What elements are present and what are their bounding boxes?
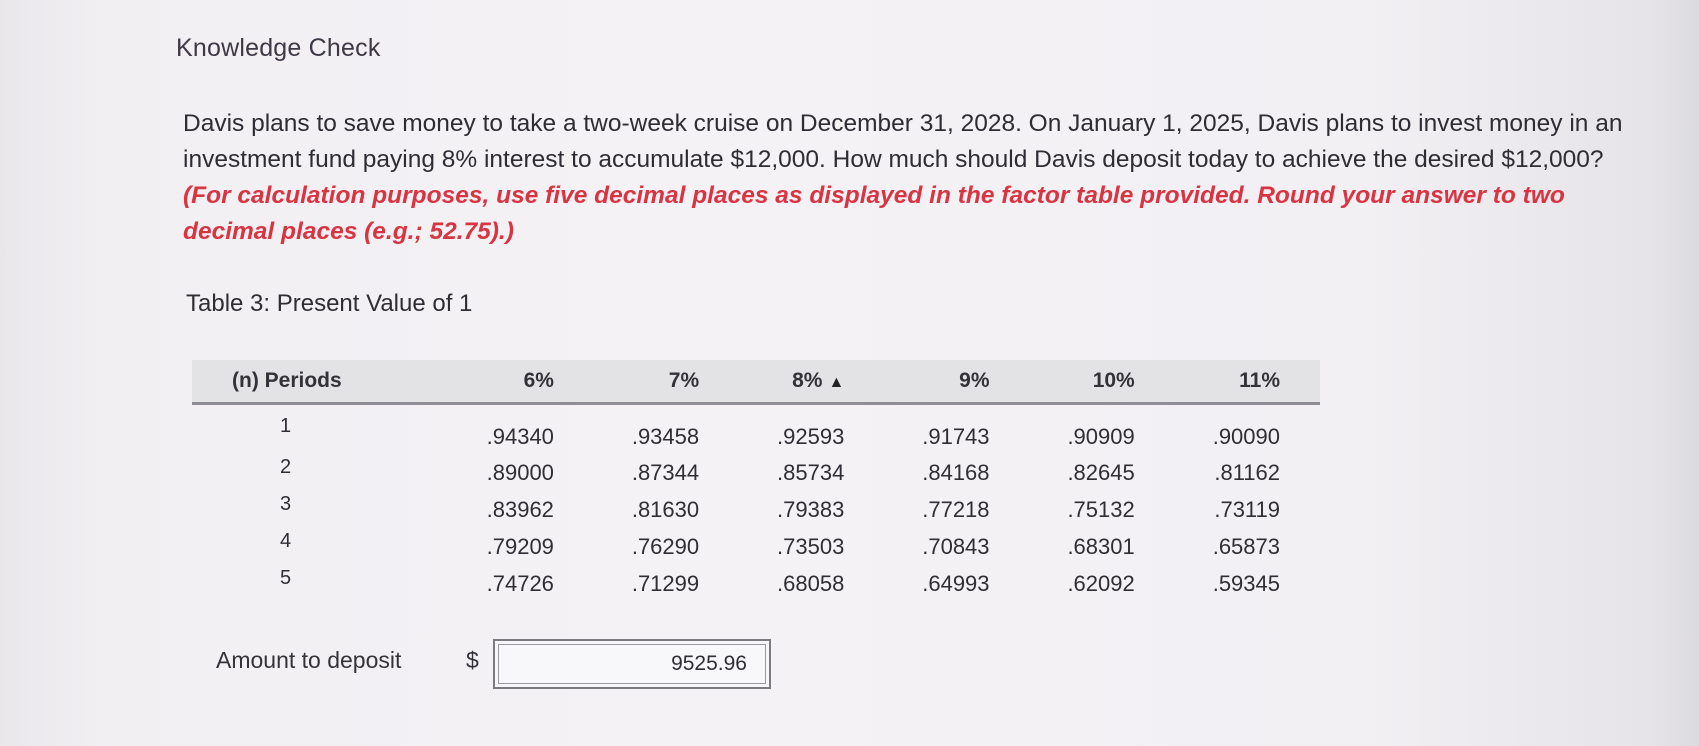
factor-cell: .93458 xyxy=(631,423,700,449)
factor-cell: .73119 xyxy=(1214,496,1280,522)
factor-cell: .59345 xyxy=(1212,570,1280,596)
factor-cell: .76290 xyxy=(631,533,700,559)
factor-cell: .85734 xyxy=(777,459,845,485)
table-header-row: (n) Periods 6% 7% 8% ▲ 9% 10% 11% xyxy=(192,360,1320,405)
factor-cell: .90090 xyxy=(1212,423,1280,449)
factor-cell: .92593 xyxy=(777,423,845,449)
question-instruction: (For calculation purposes, use five deci… xyxy=(183,182,1565,245)
factor-cell: .74726 xyxy=(486,570,554,596)
table-row: 5 .74726 .71299 .68058 .64993 .62092 .59… xyxy=(192,565,1320,602)
period-cell: 5 xyxy=(280,567,292,589)
header-8-percent-label: 8% xyxy=(792,369,823,392)
factor-cell: .71299 xyxy=(631,570,700,596)
factor-cell: .75132 xyxy=(1067,496,1135,522)
factor-cell: .84168 xyxy=(922,459,990,485)
header-8-percent: 8% ▲ xyxy=(739,360,885,405)
header-11-percent: 11% xyxy=(1174,360,1320,405)
factor-cell: .79209 xyxy=(486,533,554,559)
question-body: Davis plans to save money to take a two-… xyxy=(183,110,1623,173)
table-row: 1 .94340 .93458 .92593 .91743 .90909 .90… xyxy=(192,404,1320,455)
period-cell: 4 xyxy=(280,530,292,552)
answer-field-frame xyxy=(493,639,771,689)
header-7-percent: 7% xyxy=(593,360,740,405)
period-cell: 2 xyxy=(280,456,292,478)
table-row: 2 .89000 .87344 .85734 .84168 .82645 .81… xyxy=(192,454,1320,491)
factor-cell: .83962 xyxy=(486,496,554,522)
header-periods: (n) Periods xyxy=(192,360,449,405)
factor-cell: .91743 xyxy=(922,423,990,449)
page-title: Knowledge Check xyxy=(176,34,381,62)
table-row: 4 .79209 .76290 .73503 .70843 .68301 .65… xyxy=(192,528,1320,565)
period-cell: 3 xyxy=(280,493,292,515)
amount-to-deposit-input[interactable] xyxy=(498,644,766,684)
currency-symbol: $ xyxy=(466,647,479,673)
header-6-percent: 6% xyxy=(448,360,594,405)
factor-cell: .70843 xyxy=(922,533,990,559)
factor-cell: .64993 xyxy=(922,570,990,596)
factor-cell: .81630 xyxy=(631,496,700,522)
header-9-percent: 9% xyxy=(884,360,1030,405)
factor-cell: .62092 xyxy=(1067,570,1135,596)
factor-cell: .73503 xyxy=(777,533,845,559)
factor-cell: .87344 xyxy=(631,459,700,485)
table-title: Table 3: Present Value of 1 xyxy=(186,290,473,317)
factor-cell: .89000 xyxy=(486,459,554,485)
factor-cell: .94340 xyxy=(486,423,554,449)
mouse-cursor-icon: ▲ xyxy=(828,374,845,391)
table-row: 3 .83962 .81630 .79383 .77218 .75132 .73… xyxy=(192,491,1320,528)
question-text: Davis plans to save money to take a two-… xyxy=(183,106,1623,250)
factor-cell: .68058 xyxy=(777,570,845,596)
factor-cell: .90909 xyxy=(1067,423,1135,449)
factor-cell: .65873 xyxy=(1212,533,1280,559)
factor-cell: .82645 xyxy=(1067,459,1135,485)
present-value-table: (n) Periods 6% 7% 8% ▲ 9% 10% 11% 1 .9434… xyxy=(192,360,1320,602)
factor-cell: .81162 xyxy=(1214,459,1280,485)
factor-cell: .79383 xyxy=(777,496,845,522)
factor-cell: .77218 xyxy=(922,496,990,522)
amount-to-deposit-label: Amount to deposit xyxy=(216,647,402,673)
period-cell: 1 xyxy=(280,415,292,437)
factor-cell: .68301 xyxy=(1067,533,1135,559)
header-10-percent: 10% xyxy=(1029,360,1175,405)
